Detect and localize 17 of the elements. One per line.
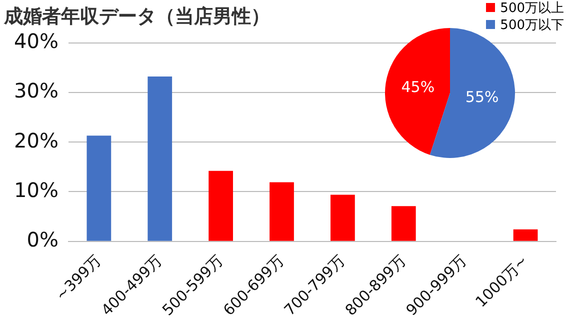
legend-label: 500万以上 (499, 0, 564, 17)
bar (208, 170, 233, 241)
bar (330, 194, 355, 241)
bar (513, 229, 538, 241)
data-label: 55% (465, 88, 499, 106)
bar (391, 206, 416, 241)
y-tick-label: 20% (14, 128, 58, 152)
y-tick-label: 10% (14, 178, 58, 202)
y-tick-label: 0% (26, 228, 58, 252)
chart-title: 成婚者年収データ（当店男性） (3, 5, 270, 28)
y-tick-label: 40% (14, 29, 58, 54)
data-label: 45% (401, 78, 435, 96)
legend-label: 500万以下 (499, 17, 564, 34)
bar (86, 136, 112, 241)
y-tick-label: 30% (14, 78, 58, 103)
bar (148, 76, 172, 241)
bar (270, 182, 294, 241)
